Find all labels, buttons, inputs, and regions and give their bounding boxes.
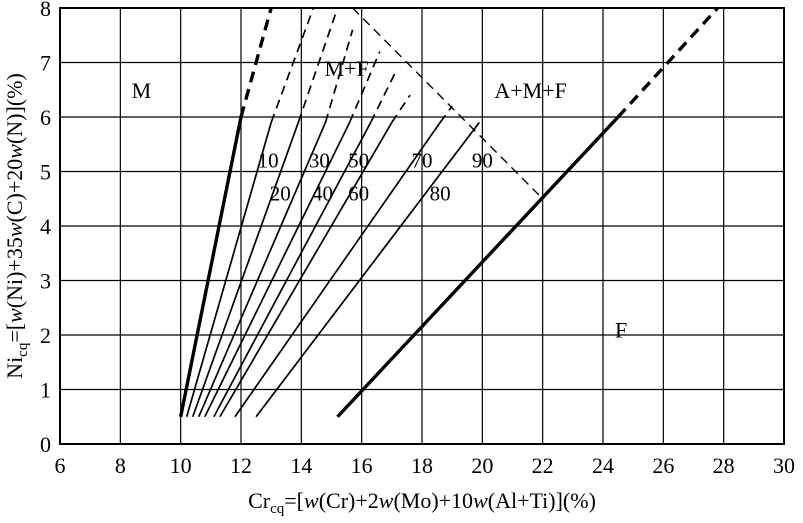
grid-lines	[60, 8, 784, 444]
y-tick-label: 7	[40, 51, 51, 76]
x-tick-label: 24	[592, 453, 614, 478]
curve-label: 40	[312, 181, 333, 205]
series-line-60-dashed	[391, 94, 411, 123]
series-line-80-solid	[255, 121, 480, 418]
series-line-ferrite-boundary-solid	[336, 115, 620, 418]
x-tick-label: 28	[713, 453, 735, 478]
x-tick-labels: 6 8 10 12 14 16 18 20 22 24 26 28 30	[55, 453, 796, 478]
y-tick-label: 4	[40, 214, 51, 239]
series-line-20-dashed	[297, 7, 339, 123]
series-line-50-dashed	[369, 73, 396, 123]
y-tick-label: 2	[40, 323, 51, 348]
series-line-20-solid	[191, 122, 300, 418]
series-line-70-solid	[234, 121, 441, 418]
series-line-martensite-boundary-solid	[179, 116, 243, 418]
series-line-50-solid	[213, 122, 372, 418]
x-tick-label: 6	[55, 453, 66, 478]
x-tick-label: 12	[230, 453, 252, 478]
curve-label: 60	[348, 181, 369, 205]
y-tick-label: 5	[40, 160, 51, 185]
region-label: F	[615, 318, 627, 343]
curve-labels: 10 30 50 70 90 20 40 60 80	[258, 149, 493, 206]
series-line-ferrite-boundary-dashed	[616, 6, 719, 119]
series-line-70-dashed	[439, 105, 453, 123]
y-tick-labels: 0 1 2 3 4 5 6 7 8	[40, 0, 51, 457]
y-tick-label: 0	[40, 432, 51, 457]
curve-label: 90	[472, 149, 493, 173]
y-tick-label: 1	[40, 378, 51, 403]
curve-label: 70	[412, 149, 433, 173]
y-tick-label: 8	[40, 0, 51, 21]
x-tick-label: 14	[290, 453, 312, 478]
series-line-10-solid	[185, 122, 272, 417]
x-axis-title: Crcq=[w(Cr)+2w(Mo)+10w(Al+Ti)](%)	[248, 488, 596, 517]
x-tick-label: 16	[351, 453, 373, 478]
y-axis-title: Nicq=[w(Ni)+35w(C)+20w(N)](%)	[2, 73, 31, 379]
curve-label: 50	[348, 149, 369, 173]
curve-label: 10	[258, 149, 279, 173]
x-tick-label: 22	[532, 453, 554, 478]
x-tick-label: 18	[411, 453, 433, 478]
y-tick-label: 3	[40, 269, 51, 294]
curve-label: 20	[270, 181, 291, 205]
x-tick-label: 20	[471, 453, 493, 478]
boundary-group	[352, 7, 544, 200]
series-line-40-dashed	[348, 51, 381, 123]
region-labels: M M+F A+M+F F	[132, 56, 628, 343]
region-label: M	[132, 78, 152, 103]
series-line-60-solid	[219, 122, 393, 418]
series-line-30-dashed	[324, 29, 354, 123]
series-line-30-solid	[197, 122, 327, 418]
x-tick-label: 8	[115, 453, 126, 478]
series-group	[179, 6, 719, 418]
series-line-40-solid	[204, 122, 351, 418]
region-label: A+M+F	[494, 78, 567, 103]
plot-frame	[59, 7, 785, 445]
x-tick-label: 30	[773, 453, 795, 478]
three-phase-boundary-dashed	[352, 7, 544, 200]
region-label: M+F	[324, 56, 368, 81]
x-tick-label: 10	[170, 453, 192, 478]
x-tick-label: 26	[652, 453, 674, 478]
series-line-10-dashed	[270, 7, 315, 123]
curve-label: 80	[430, 181, 451, 205]
series-line-martensite-boundary-dashed	[239, 7, 273, 118]
curve-label: 30	[309, 149, 330, 173]
y-tick-label: 6	[40, 105, 51, 130]
